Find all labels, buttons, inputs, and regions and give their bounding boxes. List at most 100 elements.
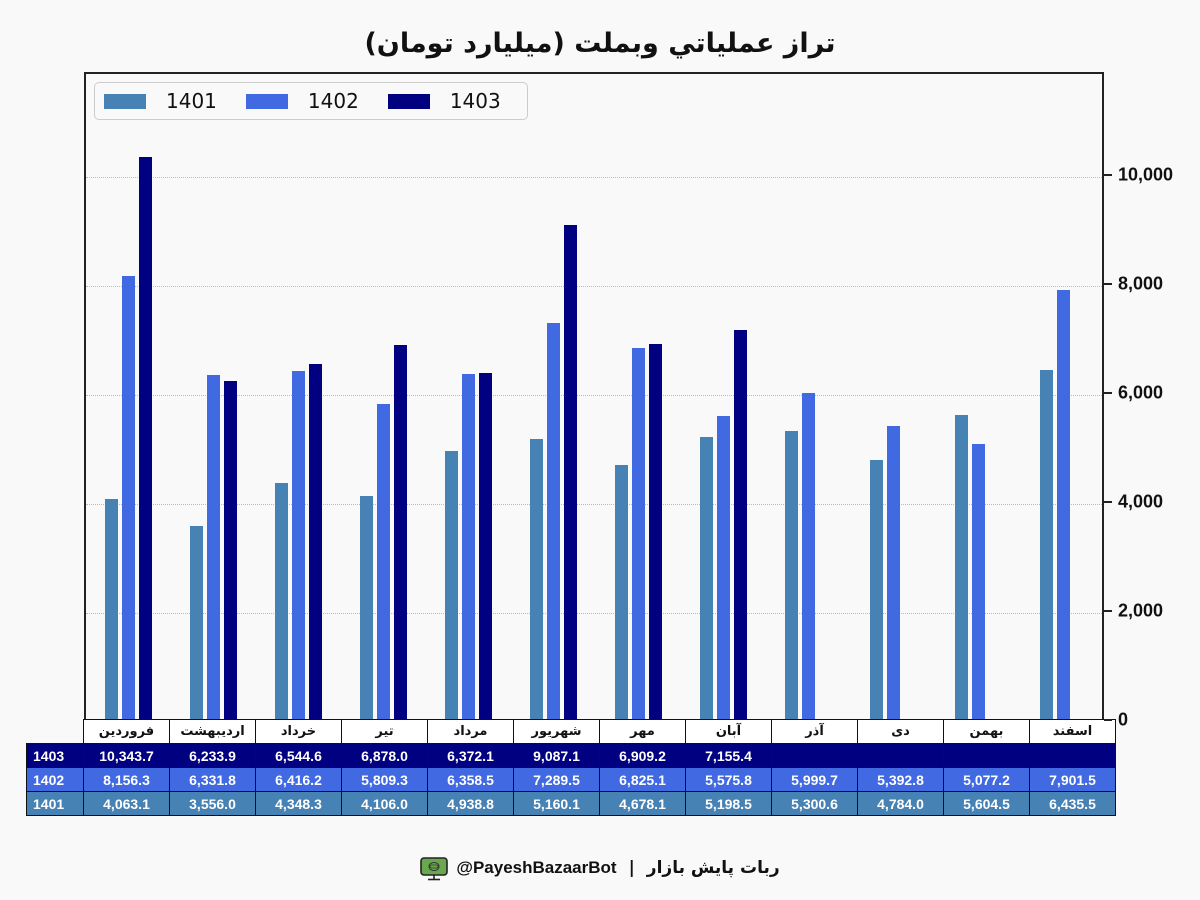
y-tick [1104,283,1112,286]
bar-1401 [700,436,713,720]
bar-1402 [462,373,475,720]
bar-1402 [632,348,645,720]
table-cell: 4,784.0 [857,791,944,816]
footer: @PayeshBazaarBot | ربات پایش بازار [0,857,1200,881]
y-tick-label: 4,000 [1118,491,1164,512]
y-tick [1104,501,1112,504]
bar-1403 [139,156,152,720]
gridline [86,177,1102,179]
table-cell: 5,575.8 [685,767,772,792]
bar-1403 [564,225,577,720]
bar-1402 [122,275,135,720]
table-row-label: 1403 [26,743,84,768]
table-cell [943,743,1030,768]
bar-1401 [530,439,543,720]
table-month-header: اسفند [1029,719,1116,744]
legend-item: 1403 [387,89,501,113]
y-tick [1104,392,1112,395]
table-cell: 6,909.2 [599,743,686,768]
legend-label: 1403 [449,89,501,113]
y-tick [1104,174,1112,177]
table-row: 1402 8,156.3 6,331.8 6,416.2 5,809.3 6,358.5 7… [26,767,1116,792]
bar-1403 [734,330,747,720]
table-row-label: 1401 [26,791,84,816]
table-cell [1029,743,1116,768]
bar-1401 [190,526,203,720]
legend-item: 1402 [245,89,359,113]
bar-1402 [1057,289,1070,720]
data-table: فروردین اردیبهشت خرداد تیر مرداد شهریور مهر آبا… [26,719,1116,816]
table-cell: 5,300.6 [771,791,858,816]
bar-1401 [105,498,118,720]
table-cell: 4,063.1 [83,791,170,816]
table-cell: 5,809.3 [341,767,428,792]
table-cell: 6,331.8 [169,767,256,792]
table-month-header: فروردین [83,719,170,744]
chart-title: تراز عملياتي وبملت (ميليارد تومان) [364,28,836,59]
table-cell: 6,233.9 [169,743,256,768]
table-cell: 4,348.3 [255,791,342,816]
table-cell: 5,999.7 [771,767,858,792]
bar-1403 [649,343,662,720]
table-month-header: تیر [341,719,428,744]
table-month-header: خرداد [255,719,342,744]
gridline [86,613,1102,615]
table-month-header: مهر [599,719,686,744]
y-tick-label: 6,000 [1118,382,1164,403]
legend-swatch [245,93,288,109]
table-cell: 6,358.5 [427,767,514,792]
legend-swatch [104,93,146,109]
bar-1401 [785,431,798,720]
table-corner [27,720,84,744]
table-cell: 5,392.8 [857,767,944,792]
bar-1403 [309,363,322,720]
monitor-bot-icon [420,857,449,881]
legend-item: 1401 [104,89,217,113]
y-tick [1104,610,1112,613]
table-cell: 7,155.4 [685,743,772,768]
legend: 1401 1402 1403 [94,82,528,120]
y-tick [1104,719,1112,721]
table-row: 1401 4,063.1 3,556.0 4,348.3 4,106.0 4,938.8 5… [26,791,1116,816]
bar-1401 [1040,369,1053,720]
table-month-header: شهریور [513,719,600,744]
y-tick-label: 0 [1118,709,1129,730]
y-tick-label: 8,000 [1118,273,1164,294]
table-month-header: آذر [771,719,858,744]
footer-bot-name: ربات پایش بازار [646,858,780,878]
table-month-header: دی [857,719,944,744]
table-cell: 7,901.5 [1029,767,1116,792]
table-month-header: اردیبهشت [169,719,256,744]
table-cell: 6,825.1 [599,767,686,792]
table-cell: 5,160.1 [513,791,600,816]
bar-1402 [207,375,220,720]
y-tick-label: 10,000 [1118,164,1174,185]
table-cell: 6,544.6 [255,743,342,768]
bar-1402 [717,416,730,720]
bar-1402 [547,323,560,720]
footer-handle: @PayeshBazaarBot [456,858,617,877]
table-cell: 5,604.5 [943,791,1030,816]
table-month-header: آبان [685,719,772,744]
table-header-row: فروردین اردیبهشت خرداد تیر مرداد شهریور مهر آبا… [27,719,1116,744]
table-cell: 3,556.0 [169,791,256,816]
gridline [86,395,1102,397]
table-cell: 5,198.5 [685,791,772,816]
bar-1401 [870,459,883,720]
table-cell: 7,289.5 [513,767,600,792]
gridline [86,504,1102,506]
bar-1402 [377,403,390,720]
table-cell [771,743,858,768]
bar-1401 [275,483,288,720]
bar-1401 [955,414,968,720]
bar-1402 [292,370,305,720]
table-cell: 10,343.7 [83,743,170,768]
table-cell: 6,372.1 [427,743,514,768]
table-cell: 4,678.1 [599,791,686,816]
bar-1402 [802,393,815,720]
y-tick-label: 2,000 [1118,600,1164,621]
bar-1401 [445,451,458,720]
bar-1403 [394,345,407,720]
bar-1403 [479,373,492,720]
gridline [86,286,1102,288]
